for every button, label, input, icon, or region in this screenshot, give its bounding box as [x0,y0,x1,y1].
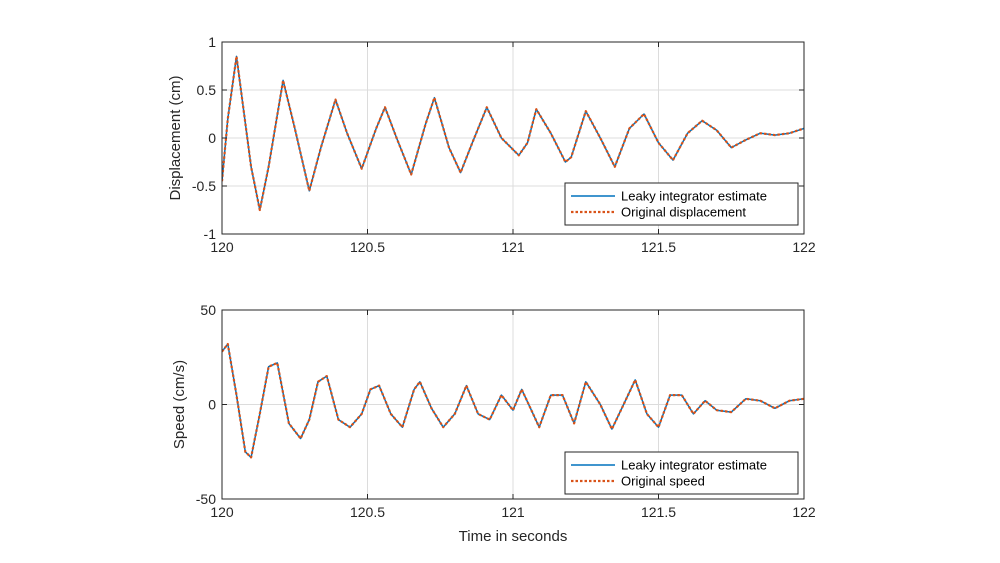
y-tick-label: 0 [208,130,216,146]
x-tick-label: 120.5 [350,504,385,520]
y-tick-label: -0.5 [192,178,216,194]
y-tick-label: 50 [200,302,216,318]
legend-entry: Original displacement [621,205,746,220]
x-tick-label: 120 [210,239,234,255]
legend-entry: Leaky integrator estimate [621,189,767,204]
x-tick-label: 120 [210,504,234,520]
legend-entry: Original speed [621,474,705,489]
y-tick-label: 0.5 [197,82,217,98]
displacement-axes: 120 120.5 121 121.5 122 -1 -0.5 0 0.5 1 Displaceme… [167,34,816,255]
y-tick-label: 0 [208,397,216,413]
y-tick-label: -50 [196,491,216,507]
legend-box [564,182,799,226]
y-axis-label: Displacement (cm) [167,75,184,200]
legend-entry: Leaky integrator estimate [621,458,767,473]
x-tick-label: 122 [792,504,816,520]
x-tick-label: 120.5 [350,239,385,255]
x-tick-label: 121 [501,239,525,255]
series-line-original [222,342,804,459]
y-tick-label: 1 [208,34,216,50]
x-tick-label: 122 [792,239,816,255]
legend-box [564,451,799,495]
x-tick-label: 121.5 [641,239,676,255]
series-line-original [222,55,804,212]
speed-axes: 120 120.5 121 121.5 122 -50 0 50 Speed (cm/s) Tim… [171,302,816,545]
x-axis-label: Time in seconds [459,528,568,545]
x-tick-label: 121 [501,504,525,520]
y-axis-label: Speed (cm/s) [171,360,188,449]
x-tick-label: 121.5 [641,504,676,520]
y-tick-label: -1 [204,226,217,242]
